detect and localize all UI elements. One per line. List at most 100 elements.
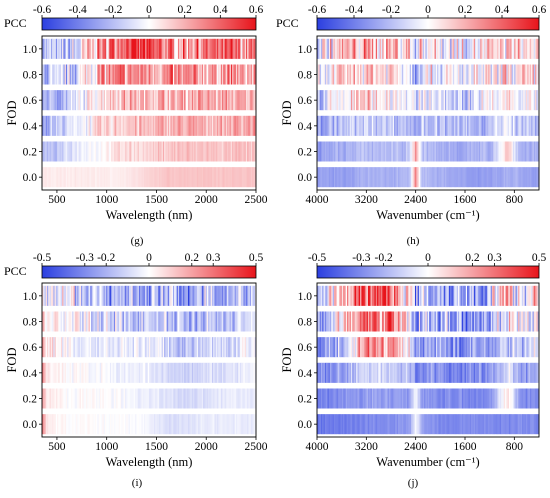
heatmap-cell <box>350 285 353 306</box>
heatmap-cell <box>438 64 441 85</box>
heatmap-cell <box>418 311 421 332</box>
heatmap-cell <box>175 311 178 332</box>
heatmap-cell <box>91 388 93 409</box>
heatmap-cell <box>511 311 514 332</box>
heatmap-cell <box>161 167 164 188</box>
heatmap-cell <box>336 337 339 358</box>
heatmap-cell <box>116 90 118 111</box>
heatmap-cell <box>472 337 475 358</box>
heatmap-cell <box>358 90 361 111</box>
heatmap-cell <box>349 388 352 409</box>
heatmap-cell <box>404 388 407 409</box>
heatmap-cell <box>109 141 112 162</box>
heatmap-cell <box>53 115 55 136</box>
heatmap-cell <box>94 388 97 409</box>
heatmap-cell <box>319 115 322 136</box>
heatmap-cell <box>367 115 370 136</box>
heatmap-cell <box>362 38 365 59</box>
heatmap-cell <box>512 115 515 136</box>
heatmap-cell <box>399 167 401 188</box>
heatmap-cell <box>230 311 233 332</box>
heatmap-cell <box>75 64 78 85</box>
heatmap-cell <box>380 311 383 332</box>
heatmap-cell <box>243 90 246 111</box>
heatmap-cell <box>172 167 175 188</box>
heatmap-cell <box>394 90 396 111</box>
heatmap-cell <box>434 414 437 435</box>
heatmap-cell <box>439 311 442 332</box>
heatmap-cell <box>54 90 57 111</box>
heatmap-cell <box>388 90 391 111</box>
heatmap-cell <box>166 167 169 188</box>
heatmap-cell <box>485 414 488 435</box>
heatmap-cell <box>127 115 130 136</box>
heatmap-cell <box>88 311 91 332</box>
heatmap-cell <box>412 311 415 332</box>
heatmap-cell <box>184 167 186 188</box>
heatmap-cell <box>399 388 401 409</box>
heatmap-cell <box>60 311 63 332</box>
heatmap-cell <box>210 38 213 59</box>
heatmap-cell <box>73 64 76 85</box>
heatmap-cell <box>516 414 519 435</box>
heatmap-cell <box>73 115 76 136</box>
heatmap-cell <box>232 64 234 85</box>
heatmap-cell <box>48 141 50 162</box>
heatmap-cell <box>180 285 183 306</box>
heatmap-cell <box>63 362 66 383</box>
heatmap-cell <box>431 167 434 188</box>
heatmap-cell <box>390 311 392 332</box>
heatmap-cell <box>55 141 58 162</box>
heatmap-cell <box>225 38 228 59</box>
heatmap-cell <box>452 38 455 59</box>
heatmap-cell <box>502 311 505 332</box>
heatmap-cell <box>121 414 123 435</box>
heatmap-cell <box>57 64 59 85</box>
heatmap-cell <box>59 141 62 162</box>
heatmap-cell <box>455 90 458 111</box>
heatmap-cell <box>480 38 482 59</box>
heatmap-cell <box>195 90 198 111</box>
heatmap-cell <box>111 414 113 435</box>
heatmap-cell <box>331 285 334 306</box>
heatmap-cell <box>96 337 98 358</box>
heatmap-cell <box>191 362 194 383</box>
heatmap-cell <box>109 64 112 85</box>
colorbar-tick-label: 0.2 <box>185 252 200 264</box>
heatmap-cell <box>456 414 459 435</box>
heatmap-cell <box>467 141 469 162</box>
heatmap-cell <box>361 362 364 383</box>
heatmap-cell <box>411 167 413 188</box>
heatmap-cell <box>230 38 233 59</box>
heatmap-cell <box>98 115 101 136</box>
heatmap-cell <box>519 38 522 59</box>
heatmap-cell <box>377 414 379 435</box>
heatmap-cell <box>529 337 532 358</box>
heatmap-cell <box>422 64 425 85</box>
heatmap-cell <box>250 285 253 306</box>
heatmap-cell <box>199 38 202 59</box>
heatmap-cell <box>524 141 527 162</box>
y-tick-label: 0.6 <box>23 95 38 107</box>
heatmap-cell <box>141 362 144 383</box>
heatmap-cell <box>77 388 79 409</box>
heatmap-cell <box>501 115 503 136</box>
heatmap-cell <box>179 167 181 188</box>
heatmap-cell <box>143 388 146 409</box>
heatmap-cell <box>378 141 381 162</box>
heatmap-cell <box>524 388 527 409</box>
heatmap-cell <box>98 311 101 332</box>
heatmap-cell <box>63 414 66 435</box>
heatmap-cell <box>366 141 369 162</box>
heatmap-cell <box>45 64 48 85</box>
heatmap-cell <box>430 38 433 59</box>
heatmap-cell <box>451 388 454 409</box>
heatmap-cell <box>429 167 432 188</box>
heatmap-cell <box>414 141 417 162</box>
heatmap-cell <box>177 115 180 136</box>
heatmap-cell <box>121 285 123 306</box>
heatmap-cell <box>145 362 147 383</box>
heatmap-cell <box>493 64 495 85</box>
heatmap-cell <box>362 90 365 111</box>
heatmap-cell <box>216 311 219 332</box>
